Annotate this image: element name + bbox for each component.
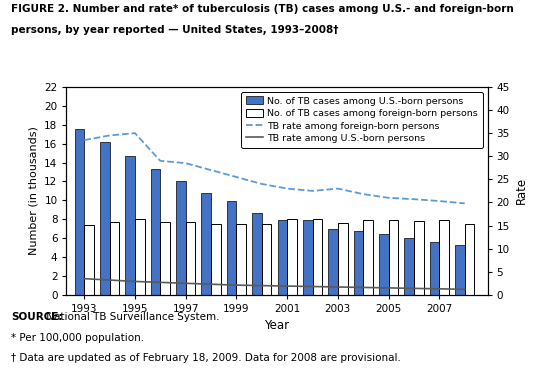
- Bar: [186, 222, 196, 295]
- Bar: [353, 231, 363, 295]
- Bar: [125, 156, 135, 295]
- Bar: [312, 219, 322, 295]
- Bar: [363, 220, 373, 295]
- Bar: [278, 220, 287, 295]
- Bar: [455, 245, 465, 295]
- Bar: [252, 213, 262, 295]
- Bar: [303, 220, 312, 295]
- Bar: [328, 229, 338, 295]
- Bar: [414, 221, 424, 295]
- Bar: [84, 225, 94, 295]
- Bar: [160, 222, 170, 295]
- Bar: [135, 219, 145, 295]
- Bar: [262, 224, 271, 295]
- Bar: [202, 193, 211, 295]
- Bar: [465, 224, 474, 295]
- Text: FIGURE 2. Number and rate* of tuberculosis (TB) cases among U.S.- and foreign-bo: FIGURE 2. Number and rate* of tuberculos…: [11, 4, 514, 14]
- Y-axis label: Rate: Rate: [515, 177, 529, 204]
- Bar: [338, 223, 347, 295]
- Bar: [176, 181, 186, 295]
- Bar: [379, 234, 388, 295]
- Text: SOURCE:: SOURCE:: [11, 312, 63, 322]
- Bar: [211, 224, 220, 295]
- Bar: [75, 130, 84, 295]
- Bar: [430, 242, 439, 295]
- Bar: [151, 169, 160, 295]
- Text: National TB Surveillance System.: National TB Surveillance System.: [43, 312, 219, 322]
- Bar: [110, 222, 119, 295]
- Text: * Per 100,000 population.: * Per 100,000 population.: [11, 333, 144, 343]
- Bar: [287, 219, 297, 295]
- Text: persons, by year reported — United States, 1993–2008†: persons, by year reported — United State…: [11, 25, 338, 34]
- Bar: [100, 142, 110, 295]
- Y-axis label: Number (in thousands): Number (in thousands): [29, 127, 39, 255]
- Bar: [388, 220, 398, 295]
- Bar: [439, 220, 449, 295]
- Text: † Data are updated as of February 18, 2009. Data for 2008 are provisional.: † Data are updated as of February 18, 20…: [11, 353, 401, 363]
- Bar: [227, 201, 237, 295]
- Bar: [237, 224, 246, 295]
- Legend: No. of TB cases among U.S.-born persons, No. of TB cases among foreign-born pers: No. of TB cases among U.S.-born persons,…: [241, 91, 483, 148]
- X-axis label: Year: Year: [264, 319, 290, 332]
- Bar: [404, 238, 414, 295]
